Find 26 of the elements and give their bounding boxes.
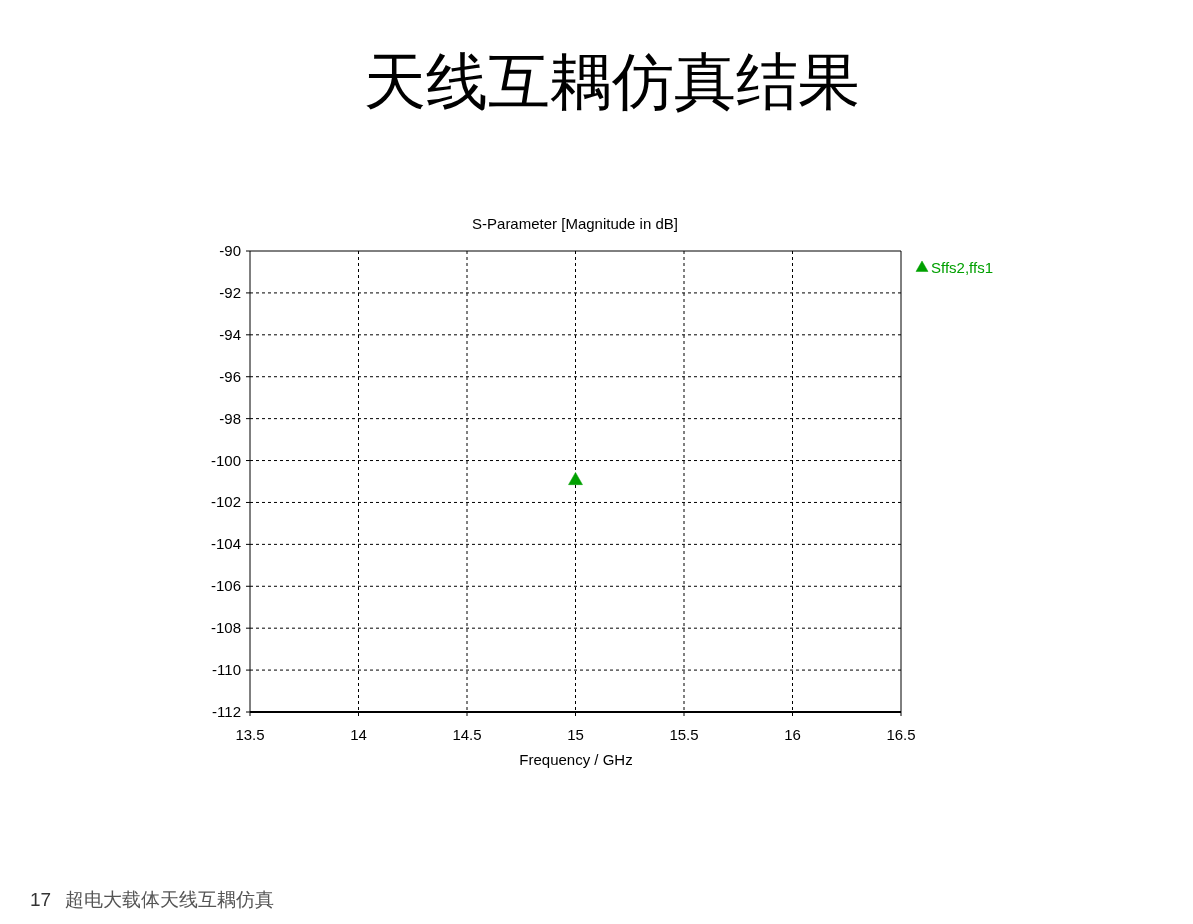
x-tick-label: 14 bbox=[350, 726, 367, 743]
annotation: 17 bbox=[30, 889, 52, 910]
y-tick-label: -98 bbox=[219, 409, 241, 427]
y-tick-label: -90 bbox=[219, 242, 241, 259]
y-tick-label: -106 bbox=[210, 577, 241, 595]
x-tick-label: 16.5 bbox=[886, 726, 916, 743]
y-tick-label: -112 bbox=[212, 703, 241, 720]
x-tick-label: 14.5 bbox=[452, 726, 482, 743]
x-tick-label: 13.5 bbox=[235, 726, 265, 743]
legend: Sffs2,ffs1 bbox=[915, 259, 993, 276]
x-tick-label: 15.5 bbox=[669, 726, 699, 743]
legend-label: Sffs2,ffs1 bbox=[931, 259, 993, 276]
y-tick-label: -110 bbox=[212, 661, 241, 679]
y-tick-label: -94 bbox=[219, 325, 241, 343]
xlabel: Frequency / GHz bbox=[519, 751, 633, 768]
title: 天线互耦仿真结果 bbox=[364, 47, 860, 116]
y-tick-label: -108 bbox=[210, 619, 241, 637]
x-tick-label: 16 bbox=[784, 726, 801, 743]
x-tick-label: 15 bbox=[567, 726, 584, 743]
y-tick-label: -102 bbox=[210, 493, 241, 511]
y-tick-label: -96 bbox=[219, 367, 241, 385]
y-tick-label: -92 bbox=[219, 283, 241, 301]
subtitle: S-Parameter [Magnitude in dB] bbox=[472, 215, 678, 232]
y-tick-label: -104 bbox=[210, 535, 241, 553]
y-tick-label: -100 bbox=[210, 451, 241, 469]
annotation: 超电大载体天线互耦仿真 bbox=[65, 889, 275, 910]
